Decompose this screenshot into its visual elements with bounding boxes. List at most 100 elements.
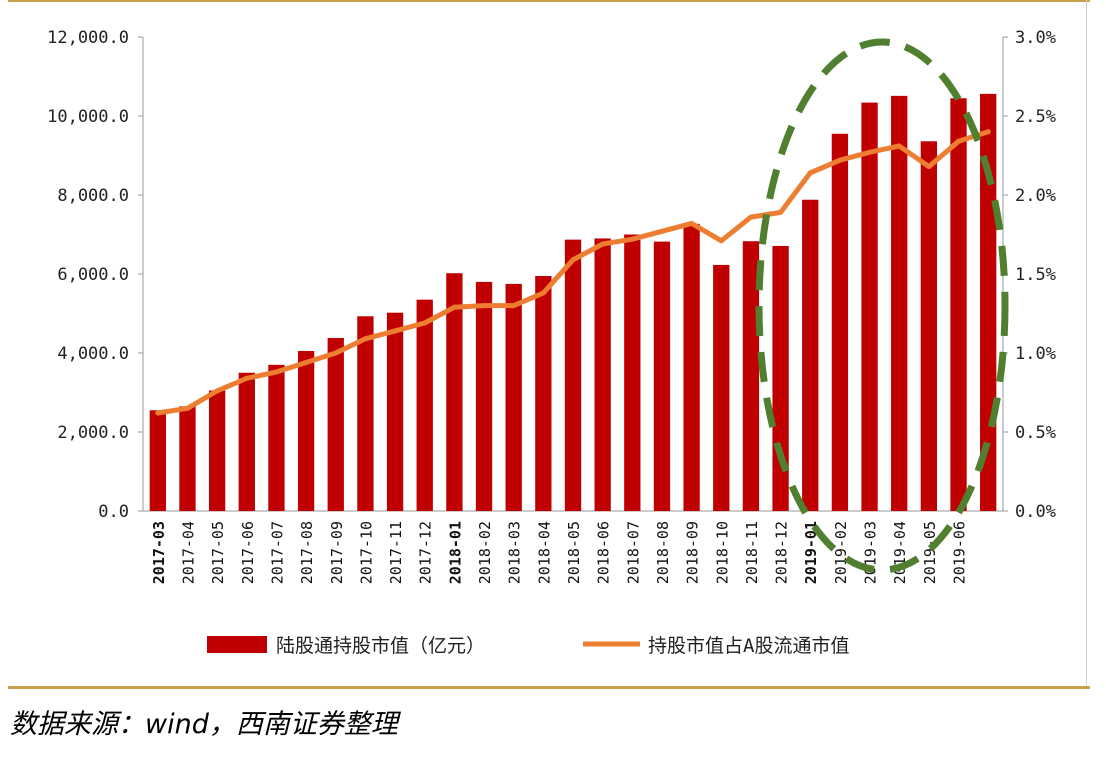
line-point <box>956 138 962 144</box>
line-point <box>896 143 902 149</box>
line-point <box>155 410 161 416</box>
bottom-rule <box>8 686 1090 689</box>
x-tick-label: 2017-10 <box>357 521 375 584</box>
x-tick-label: 2018-07 <box>624 521 642 584</box>
chart: 0.0 2,000.0 4,000.0 6,000.0 8,000.0 10,000.0 1… <box>47 28 1056 657</box>
line-point <box>807 170 813 176</box>
legend-label-bar: 陆股通持股市值（亿元） <box>276 635 485 657</box>
bar <box>357 316 374 511</box>
y-tick-label-left: 8,000.0 <box>57 186 129 206</box>
legend-label-line: 持股市值占A股流通市值 <box>648 635 849 657</box>
x-tick-label: 2018-12 <box>773 521 791 584</box>
bar <box>861 102 878 511</box>
line-point <box>600 241 606 247</box>
bar <box>891 95 908 511</box>
line-point <box>985 129 991 135</box>
line-point <box>451 304 457 310</box>
y-tick-label-right: 1.0% <box>1015 344 1056 364</box>
bar <box>149 410 166 511</box>
line-point <box>718 238 724 244</box>
line-point <box>362 336 368 342</box>
bar <box>268 364 285 511</box>
bar <box>920 141 938 511</box>
bar <box>624 234 641 511</box>
line-point <box>392 328 398 334</box>
x-tick-label: 2018-02 <box>476 521 494 584</box>
y-tick-label-right: 0.0% <box>1015 502 1056 522</box>
line-point <box>689 220 695 226</box>
bar <box>475 281 493 511</box>
x-tick-label: 2018-01 <box>446 521 464 584</box>
x-tick-label: 2017-09 <box>328 521 346 584</box>
y-tick-label-left: 2,000.0 <box>57 423 129 443</box>
highlight-ellipse <box>755 38 1009 574</box>
x-tick-label: 2018-05 <box>565 521 583 584</box>
x-tick-label: 2017-06 <box>239 521 257 584</box>
x-tick-label: 2018-03 <box>506 521 524 584</box>
line-point <box>629 236 635 242</box>
x-tick-label: 2017-12 <box>417 521 435 584</box>
bar <box>683 223 700 511</box>
x-tick-label: 2019-01 <box>802 521 820 584</box>
line-point <box>273 369 279 375</box>
x-tick-label: 2018-09 <box>684 521 702 584</box>
x-tick-label: 2017-11 <box>387 521 405 584</box>
line-point <box>184 405 190 411</box>
y-tick-label-left: 4,000.0 <box>57 344 129 364</box>
bar <box>802 199 819 512</box>
bar <box>831 133 849 511</box>
x-tick-label: 2018-10 <box>713 521 731 584</box>
bar <box>297 351 315 511</box>
x-tick-label: 2017-08 <box>298 521 316 584</box>
bar <box>327 337 344 511</box>
bar <box>742 241 760 511</box>
line-point <box>570 257 576 263</box>
bar <box>416 299 433 511</box>
source-note: 数据来源：wind，西南证券整理 <box>10 709 398 740</box>
x-tick-label: 2018-06 <box>595 521 613 584</box>
line-point <box>926 164 932 170</box>
x-tick-label: 2019-05 <box>921 521 939 584</box>
bar <box>179 406 196 511</box>
line-point <box>659 228 665 234</box>
line-point <box>244 375 250 381</box>
x-tick-label: 2017-05 <box>209 521 227 584</box>
bar <box>564 239 582 511</box>
line-point <box>422 320 428 326</box>
x-tick-label: 2019-04 <box>891 521 909 584</box>
legend-swatch-bar <box>207 636 267 653</box>
x-tick-label: 2017-03 <box>150 521 168 584</box>
bar <box>713 264 730 511</box>
y-tick-label-right: 2.5% <box>1015 107 1056 127</box>
line-point <box>214 388 220 394</box>
y-tick-label-right: 3.0% <box>1015 28 1056 48</box>
y-tick-label-left: 12,000.0 <box>47 28 129 48</box>
line-point <box>511 303 517 309</box>
bar <box>772 245 789 511</box>
line-point <box>748 214 754 220</box>
x-tick-label: 2018-11 <box>743 521 761 584</box>
line-point <box>481 303 487 309</box>
bar <box>505 283 522 511</box>
y-tick-label-left: 0.0 <box>98 502 129 522</box>
x-tick-label: 2017-07 <box>268 521 286 584</box>
x-tick-label: 2019-03 <box>862 521 880 584</box>
bar <box>950 98 967 511</box>
x-tick-label: 2019-02 <box>832 521 850 584</box>
x-tick-label: 2018-08 <box>654 521 672 584</box>
line-point <box>778 209 784 215</box>
x-tick-label: 2019-06 <box>951 521 969 584</box>
side-rule <box>1086 0 1087 686</box>
bar <box>446 273 463 511</box>
bar <box>386 312 404 511</box>
x-tick-label: 2018-04 <box>535 521 553 584</box>
line-point <box>303 359 309 365</box>
line-point <box>333 350 339 356</box>
y-tick-label-left: 6,000.0 <box>57 265 129 285</box>
bar <box>653 241 671 512</box>
bar <box>594 238 611 511</box>
x-tick-label: 2017-04 <box>179 521 197 584</box>
y-tick-label-right: 2.0% <box>1015 186 1056 206</box>
y-tick-label-right: 1.5% <box>1015 265 1056 285</box>
